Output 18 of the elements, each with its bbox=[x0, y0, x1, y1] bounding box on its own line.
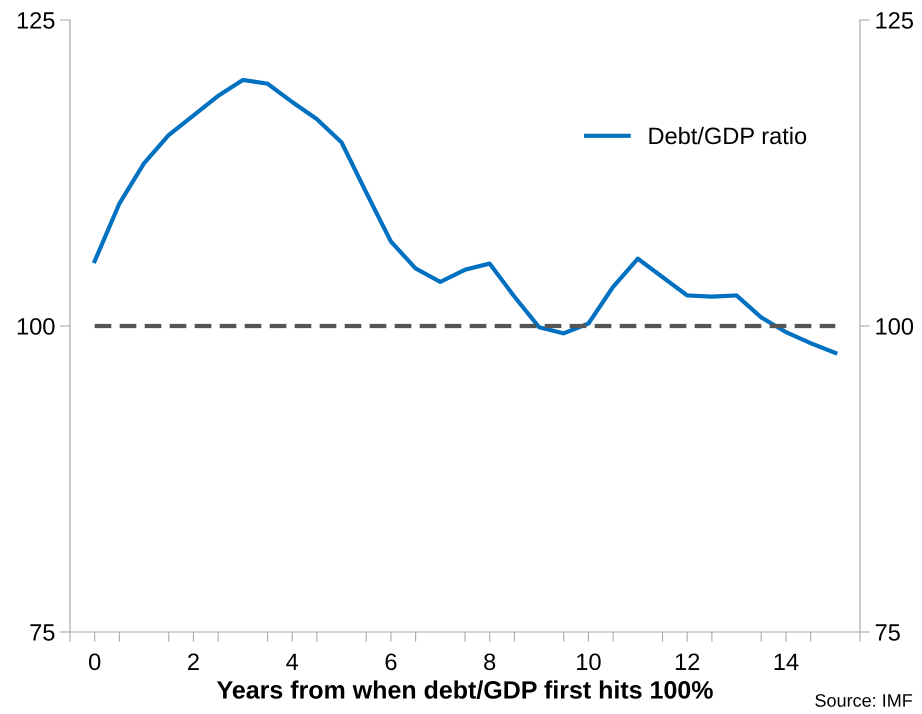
line-series bbox=[92, 78, 838, 356]
x-tick-label: 6 bbox=[386, 653, 396, 670]
source-note: Source: IMF bbox=[815, 694, 912, 707]
x-tick-label: 4 bbox=[286, 654, 298, 670]
y-tick-label: 75 bbox=[30, 624, 54, 641]
y2-tick-label: 75 bbox=[876, 624, 900, 641]
legend-label: Debt/GDP ratio bbox=[649, 126, 806, 144]
x-tick-label: 0 bbox=[89, 653, 100, 670]
y2-tick-label: 100 bbox=[876, 318, 914, 335]
y2-tick-label: 125 bbox=[876, 12, 913, 29]
x-tick-label: 14 bbox=[774, 654, 798, 670]
y-tick-label: 100 bbox=[18, 318, 54, 335]
x-axis-title: Years from when debt/GDP first hits 100% bbox=[216, 680, 713, 700]
x-tick-label: 2 bbox=[188, 653, 199, 670]
y-tick-label: 125 bbox=[18, 12, 54, 29]
x-tick-label: 8 bbox=[484, 653, 496, 670]
x-tick-label: 10 bbox=[577, 653, 601, 670]
x-tick-label: 12 bbox=[676, 653, 700, 670]
